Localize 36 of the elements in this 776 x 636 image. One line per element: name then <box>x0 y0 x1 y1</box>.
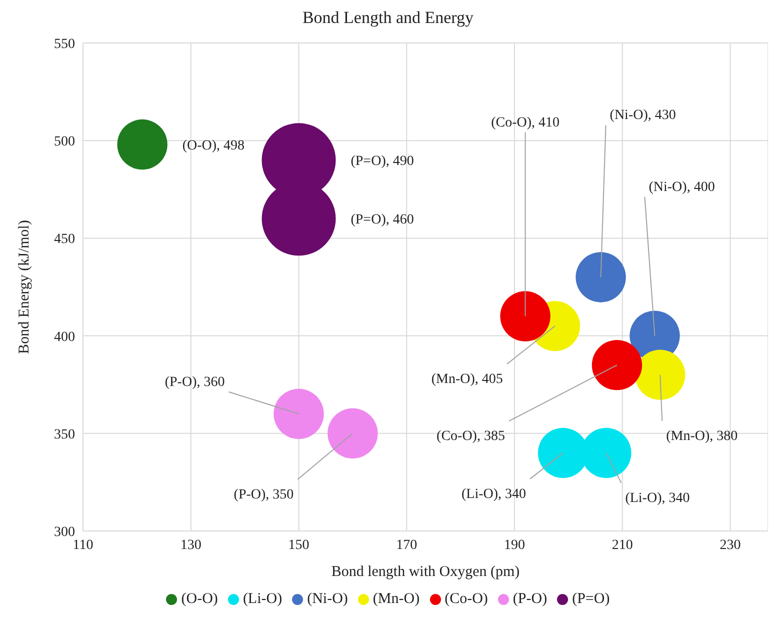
y-axis-title: Bond Energy (kJ/mol) <box>16 220 32 354</box>
data-label: (Mn-O), 405 <box>431 372 503 388</box>
data-label: (Ni-O), 400 <box>648 180 715 195</box>
x-tick-label: 190 <box>504 538 525 553</box>
legend-label: (Co-O) <box>444 591 488 607</box>
chart-title: Bond Length and Energy <box>301 8 475 28</box>
legend-label: (Mn-O) <box>372 591 420 607</box>
x-tick-label: 110 <box>72 538 94 553</box>
y-tick-label: 450 <box>54 232 75 248</box>
data-label: (O-O), 498 <box>182 138 245 154</box>
legend-label: (O-O) <box>181 591 218 607</box>
y-tick-label: 300 <box>54 524 75 540</box>
data-label: (Mn-O), 380 <box>666 428 738 444</box>
data-label: (Li-O), 340 <box>461 486 526 502</box>
x-axis-title: Bond length with Oxygen (pm) <box>331 564 520 580</box>
x-tick-label: 150 <box>288 538 310 553</box>
legend-label: (P=O) <box>572 591 610 607</box>
data-label: (P=O), 490 <box>350 154 414 170</box>
data-label: (Ni-O), 430 <box>610 108 676 124</box>
y-tick-label: 550 <box>54 36 75 52</box>
x-tick-label: 210 <box>612 538 633 553</box>
data-label: (P=O), 460 <box>350 212 414 228</box>
data-label: (P-O), 360 <box>164 374 225 390</box>
legend-label: (P-O) <box>512 591 548 607</box>
y-tick-label: 500 <box>54 134 75 150</box>
legend-label: (Ni-O) <box>307 591 348 607</box>
data-label: (Co-O), 385 <box>436 429 505 444</box>
y-tick-label: 350 <box>54 427 75 442</box>
y-tick-label: 400 <box>54 330 75 345</box>
data-label: (Li-O), 340 <box>625 490 690 506</box>
x-tick-label: 170 <box>396 538 418 553</box>
data-label: (Co-O), 410 <box>491 115 560 130</box>
data-label: (P-O), 350 <box>234 487 294 502</box>
legend-label: (Li-O) <box>242 591 282 607</box>
x-tick-label: 130 <box>180 538 202 553</box>
x-tick-label: 230 <box>720 538 741 553</box>
